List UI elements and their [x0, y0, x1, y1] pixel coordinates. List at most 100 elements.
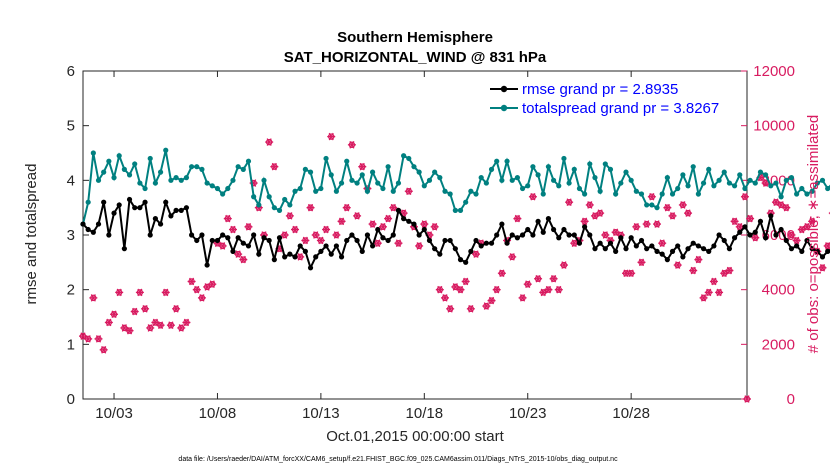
data-point [778, 194, 784, 200]
data-point [592, 175, 598, 181]
data-point [649, 243, 655, 249]
star-ring [731, 218, 738, 225]
data-point [209, 237, 215, 244]
assimilated-obs-point [156, 321, 165, 329]
star-ring [172, 305, 180, 313]
data-point [194, 164, 200, 170]
star-ring [136, 289, 144, 296]
star-ring [638, 259, 645, 266]
data-point [571, 166, 577, 172]
data-point [613, 191, 619, 197]
assimilated-obs-point [378, 223, 387, 231]
assimilated-obs-point [761, 179, 770, 187]
star-ring [141, 305, 149, 313]
data-point [716, 177, 722, 183]
data-point [251, 232, 257, 238]
data-point [359, 248, 365, 254]
star-ring [379, 223, 387, 231]
data-point [447, 237, 453, 244]
data-point [375, 226, 381, 233]
data-point [483, 240, 489, 246]
data-point [519, 185, 526, 192]
data-point [654, 205, 660, 211]
data-point [602, 161, 608, 167]
star-ring [534, 275, 542, 282]
data-point [411, 164, 417, 170]
data-point [664, 175, 670, 181]
data-point [230, 177, 236, 183]
star-ring [483, 302, 490, 310]
star-ring [700, 294, 707, 302]
star-ring [436, 286, 444, 293]
assimilated-obs-point [549, 274, 558, 283]
data-point [85, 199, 91, 205]
star-ring [446, 305, 454, 313]
assimilated-obs-point [223, 214, 232, 223]
data-point [349, 177, 355, 183]
assimilated-obs-point [818, 264, 827, 272]
assimilated-obs-point [554, 285, 563, 294]
x-tick-label: 10/23 [509, 405, 547, 422]
assimilated-obs-point [823, 242, 830, 250]
data-point [633, 188, 639, 194]
data-point [550, 226, 557, 233]
star-ring [100, 346, 107, 354]
data-point [628, 177, 634, 183]
data-point [659, 191, 665, 197]
data-point [106, 232, 112, 238]
star-ring [648, 193, 656, 200]
data-point [338, 254, 345, 260]
data-point [411, 221, 417, 227]
data-point [540, 191, 546, 197]
data-point [276, 235, 283, 241]
star-ring [498, 270, 506, 277]
data-point [452, 207, 458, 213]
data-point [473, 191, 479, 197]
data-point [421, 183, 427, 189]
data-point [540, 229, 546, 235]
data-point [282, 254, 288, 260]
star-ring [726, 267, 733, 274]
assimilated-obs-point [802, 223, 811, 231]
data-point [271, 205, 277, 211]
data-point [323, 155, 329, 162]
star-ring [291, 226, 299, 233]
assimilated-obs-point [743, 395, 751, 403]
star-ring [369, 220, 376, 228]
data-point [323, 243, 329, 249]
y-right-tick-label: 12000 [753, 63, 795, 80]
assimilated-obs-point [523, 280, 532, 288]
data-point [338, 180, 345, 186]
star-ring [488, 297, 495, 304]
assimilated-obs-point [353, 212, 362, 220]
data-point [416, 169, 422, 175]
star-ring [146, 324, 154, 332]
data-point [90, 229, 96, 235]
star-ring [669, 212, 676, 220]
assimilated-obs-point [518, 294, 527, 302]
star-ring [333, 231, 340, 239]
data-point [561, 155, 567, 162]
data-point [178, 207, 184, 213]
star-ring [265, 138, 273, 146]
data-point [163, 147, 169, 153]
assimilated-obs-point [559, 261, 568, 269]
data-point [220, 232, 226, 238]
star-ring [353, 212, 361, 220]
data-point [644, 246, 650, 252]
series-line [82, 196, 830, 271]
data-point [235, 164, 241, 170]
data-point [437, 251, 443, 257]
plot-frame [82, 70, 748, 400]
data-point [225, 235, 231, 241]
data-point [675, 243, 681, 249]
data-point [333, 188, 339, 194]
star-ring [684, 209, 692, 217]
data-point [85, 226, 91, 233]
data-point [633, 243, 639, 249]
y-axis-label-left: rmse and totalspread [23, 164, 40, 305]
data-point [607, 166, 614, 172]
data-point [452, 246, 458, 252]
data-point [183, 175, 190, 181]
star-ring [514, 215, 521, 222]
